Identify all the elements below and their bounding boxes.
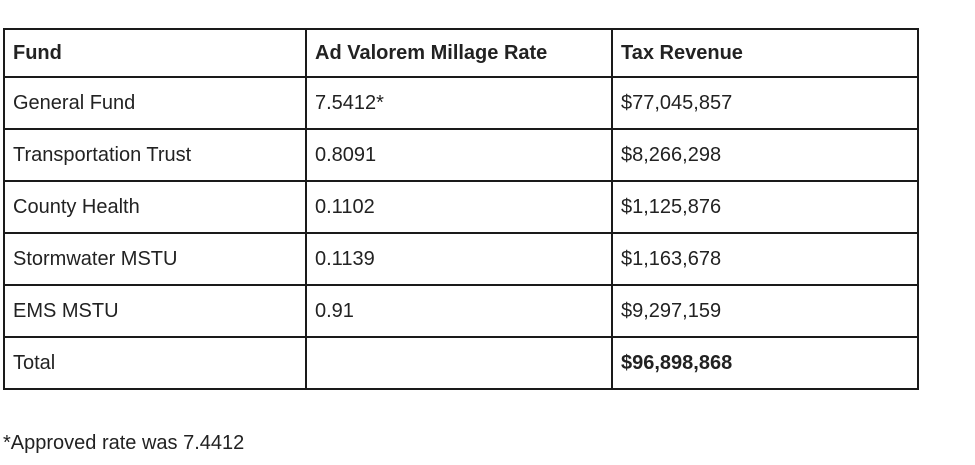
table-total-row: Total $96,898,868: [3, 336, 919, 390]
header-millage-rate: Ad Valorem Millage Rate: [305, 28, 613, 78]
cell-revenue-total: $96,898,868: [611, 336, 919, 390]
table-row: Transportation Trust 0.8091 $8,266,298: [3, 128, 919, 182]
table-row: County Health 0.1102 $1,125,876: [3, 180, 919, 234]
cell-fund: General Fund: [3, 76, 307, 130]
cell-rate: 0.1139: [305, 232, 613, 286]
cell-revenue: $1,125,876: [611, 180, 919, 234]
millage-table: Fund Ad Valorem Millage Rate Tax Revenue…: [3, 28, 919, 390]
header-fund: Fund: [3, 28, 307, 78]
cell-fund: Stormwater MSTU: [3, 232, 307, 286]
cell-fund: EMS MSTU: [3, 284, 307, 338]
cell-revenue: $9,297,159: [611, 284, 919, 338]
cell-rate-total: [305, 336, 613, 390]
cell-revenue: $8,266,298: [611, 128, 919, 182]
millage-table-container: Fund Ad Valorem Millage Rate Tax Revenue…: [3, 28, 919, 390]
footnote: *Approved rate was 7.4412: [3, 432, 245, 454]
table-row: EMS MSTU 0.91 $9,297,159: [3, 284, 919, 338]
cell-revenue: $1,163,678: [611, 232, 919, 286]
cell-rate: 0.91: [305, 284, 613, 338]
table-row: Stormwater MSTU 0.1139 $1,163,678: [3, 232, 919, 286]
cell-fund-total: Total: [3, 336, 307, 390]
cell-rate: 0.1102: [305, 180, 613, 234]
cell-rate: 0.8091: [305, 128, 613, 182]
table-row: General Fund 7.5412* $77,045,857: [3, 76, 919, 130]
cell-revenue: $77,045,857: [611, 76, 919, 130]
header-tax-revenue: Tax Revenue: [611, 28, 919, 78]
table-header-row: Fund Ad Valorem Millage Rate Tax Revenue: [3, 28, 919, 78]
cell-fund: County Health: [3, 180, 307, 234]
cell-rate: 7.5412*: [305, 76, 613, 130]
cell-fund: Transportation Trust: [3, 128, 307, 182]
